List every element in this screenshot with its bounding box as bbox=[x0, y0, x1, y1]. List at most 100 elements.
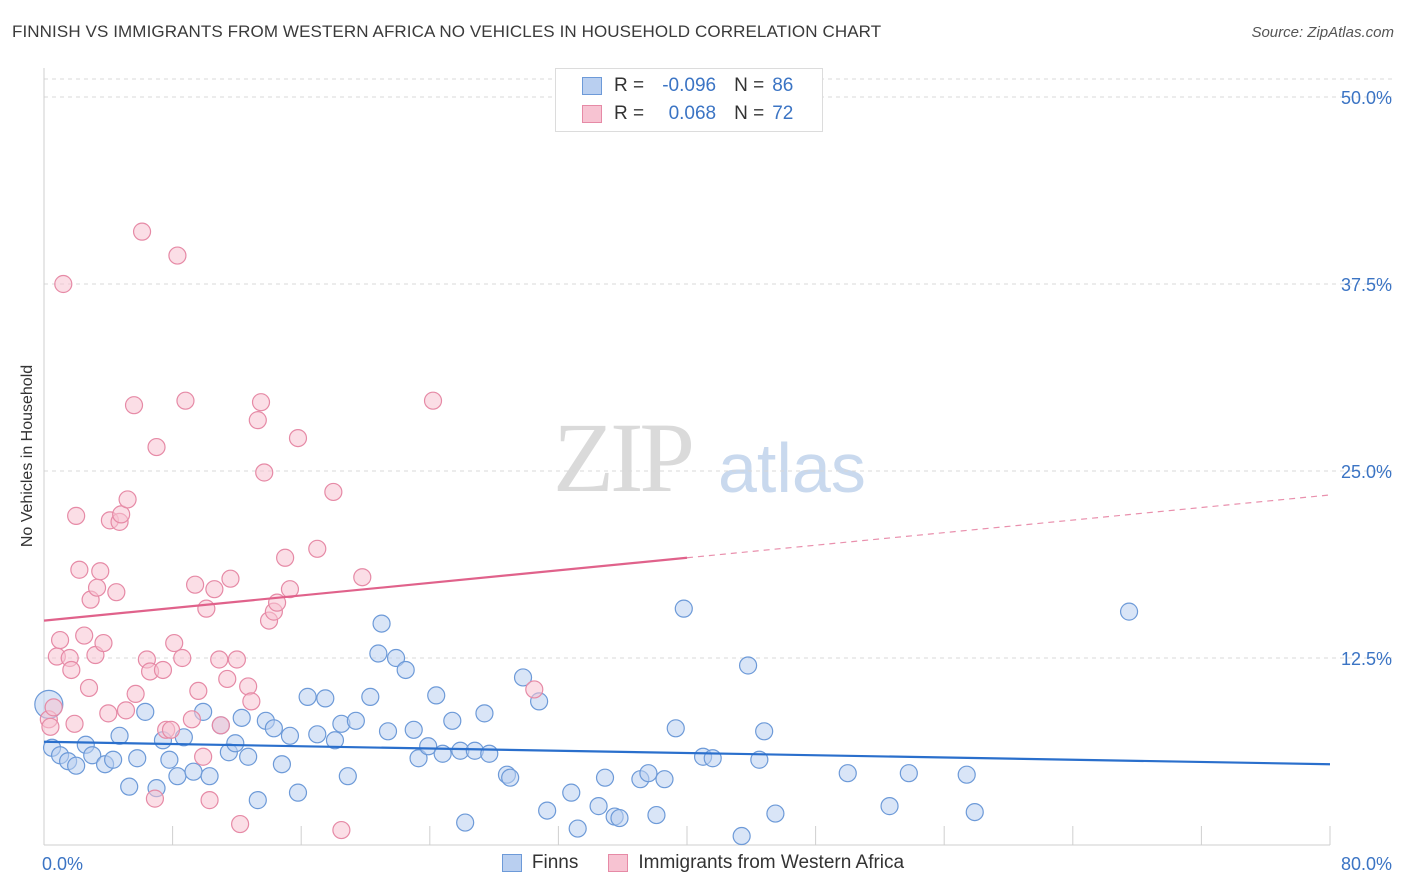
finns-point bbox=[280, 726, 300, 745]
western-africa-point bbox=[231, 814, 250, 834]
finns-point bbox=[386, 648, 406, 668]
finns-point bbox=[372, 614, 391, 633]
western-africa-point bbox=[182, 710, 201, 729]
western-africa-point bbox=[87, 578, 107, 597]
finns-point bbox=[899, 764, 918, 783]
finns-point bbox=[361, 687, 380, 706]
chart-title: FINNISH VS IMMIGRANTS FROM WESTERN AFRIC… bbox=[12, 22, 882, 41]
western-africa-point bbox=[423, 391, 443, 410]
correlation-legend: R = -0.096 N = 86 R = 0.068 N = 72 bbox=[555, 68, 823, 132]
western-africa-point bbox=[147, 437, 166, 457]
finns-point bbox=[595, 768, 615, 787]
r-label: R = bbox=[614, 75, 645, 96]
finns-point bbox=[110, 726, 129, 745]
western-africa-point bbox=[124, 396, 144, 415]
finns-point bbox=[480, 744, 499, 763]
legend-label-western-africa: Immigrants from Western Africa bbox=[638, 852, 905, 873]
western-africa-point bbox=[116, 701, 136, 720]
western-africa-point bbox=[112, 505, 131, 524]
finns-point bbox=[419, 737, 438, 756]
finns-point bbox=[443, 711, 462, 730]
western-africa-point bbox=[239, 677, 258, 696]
n-label: N = bbox=[734, 75, 765, 96]
western-africa-point bbox=[288, 428, 308, 448]
western-africa-point bbox=[75, 626, 94, 645]
finns-point bbox=[404, 720, 423, 739]
finns-point bbox=[288, 783, 308, 802]
finns-point bbox=[120, 777, 139, 796]
western-africa-point bbox=[251, 393, 271, 412]
western-africa-point bbox=[194, 747, 213, 766]
finns-point bbox=[104, 750, 123, 769]
western-africa-trend-line bbox=[43, 556, 688, 622]
finns-point bbox=[475, 704, 494, 723]
western-africa-point bbox=[189, 681, 208, 701]
western-africa-point bbox=[221, 569, 240, 588]
finns-point bbox=[568, 819, 587, 838]
finns-point bbox=[184, 762, 203, 781]
series-legend: Finns Immigrants from Western Africa bbox=[0, 852, 1406, 874]
r-value: 0.068 bbox=[668, 103, 717, 124]
y-tick-label: 50.0% bbox=[1341, 88, 1392, 108]
western-africa-point bbox=[168, 246, 187, 265]
western-africa-point bbox=[218, 669, 237, 689]
finns-point bbox=[513, 668, 533, 687]
y-tick-label: 37.5% bbox=[1341, 275, 1392, 295]
finns-point bbox=[838, 764, 857, 783]
western-africa-point bbox=[107, 583, 126, 602]
finns-point bbox=[67, 756, 86, 775]
finns-swatch bbox=[501, 854, 522, 872]
western-africa-point bbox=[126, 684, 145, 704]
legend-row-western-africa: R = 0.068 N = 72 bbox=[582, 102, 793, 126]
finns-point bbox=[427, 686, 446, 705]
finns-point bbox=[755, 722, 774, 741]
western-africa-point bbox=[67, 506, 86, 525]
western-africa-point bbox=[211, 716, 230, 735]
western-africa-point bbox=[332, 820, 351, 840]
western-africa-point bbox=[41, 717, 60, 736]
finns-point bbox=[674, 599, 693, 618]
finns-point bbox=[501, 768, 520, 787]
western-africa-point bbox=[525, 680, 544, 699]
finns-point bbox=[136, 702, 155, 721]
finns-point bbox=[396, 660, 415, 680]
x-tick-label: 80.0% bbox=[1341, 854, 1392, 874]
western-africa-point bbox=[200, 791, 219, 810]
western-africa-point bbox=[242, 692, 261, 711]
finns-point bbox=[83, 746, 102, 765]
western-africa-point bbox=[62, 660, 81, 680]
western-africa-point bbox=[70, 560, 89, 579]
finns-point bbox=[239, 747, 258, 766]
finns-point bbox=[128, 749, 147, 768]
finns-point bbox=[666, 719, 685, 738]
finns-point bbox=[248, 791, 267, 810]
legend-row-finns: R = -0.096 N = 86 bbox=[582, 74, 793, 98]
finns-point bbox=[589, 797, 608, 816]
finns-point bbox=[562, 783, 581, 802]
western-africa-point bbox=[54, 274, 73, 294]
western-africa-swatch bbox=[582, 105, 602, 123]
legend-item-finns[interactable]: Finns bbox=[501, 852, 578, 874]
western-africa-point bbox=[276, 548, 295, 567]
western-africa-point bbox=[308, 539, 327, 558]
finns-point bbox=[738, 656, 758, 675]
western-africa-point bbox=[44, 698, 63, 717]
finns-point bbox=[200, 767, 219, 786]
finns-point bbox=[538, 801, 557, 820]
finns-trend-line bbox=[43, 740, 1331, 766]
finns-point bbox=[766, 804, 785, 823]
finns-point bbox=[325, 731, 345, 750]
finns-point bbox=[308, 725, 327, 744]
finns-point bbox=[168, 767, 187, 786]
finns-point bbox=[732, 826, 751, 846]
legend-item-western-africa[interactable]: Immigrants from Western Africa bbox=[608, 852, 904, 874]
western-africa-point bbox=[145, 789, 165, 808]
western-africa-point bbox=[197, 599, 216, 618]
western-africa-point bbox=[94, 633, 113, 653]
finns-point bbox=[346, 711, 365, 730]
finns-point bbox=[298, 687, 317, 706]
finns-point bbox=[880, 797, 899, 816]
finns-point bbox=[369, 644, 388, 663]
n-value: 86 bbox=[772, 75, 794, 96]
